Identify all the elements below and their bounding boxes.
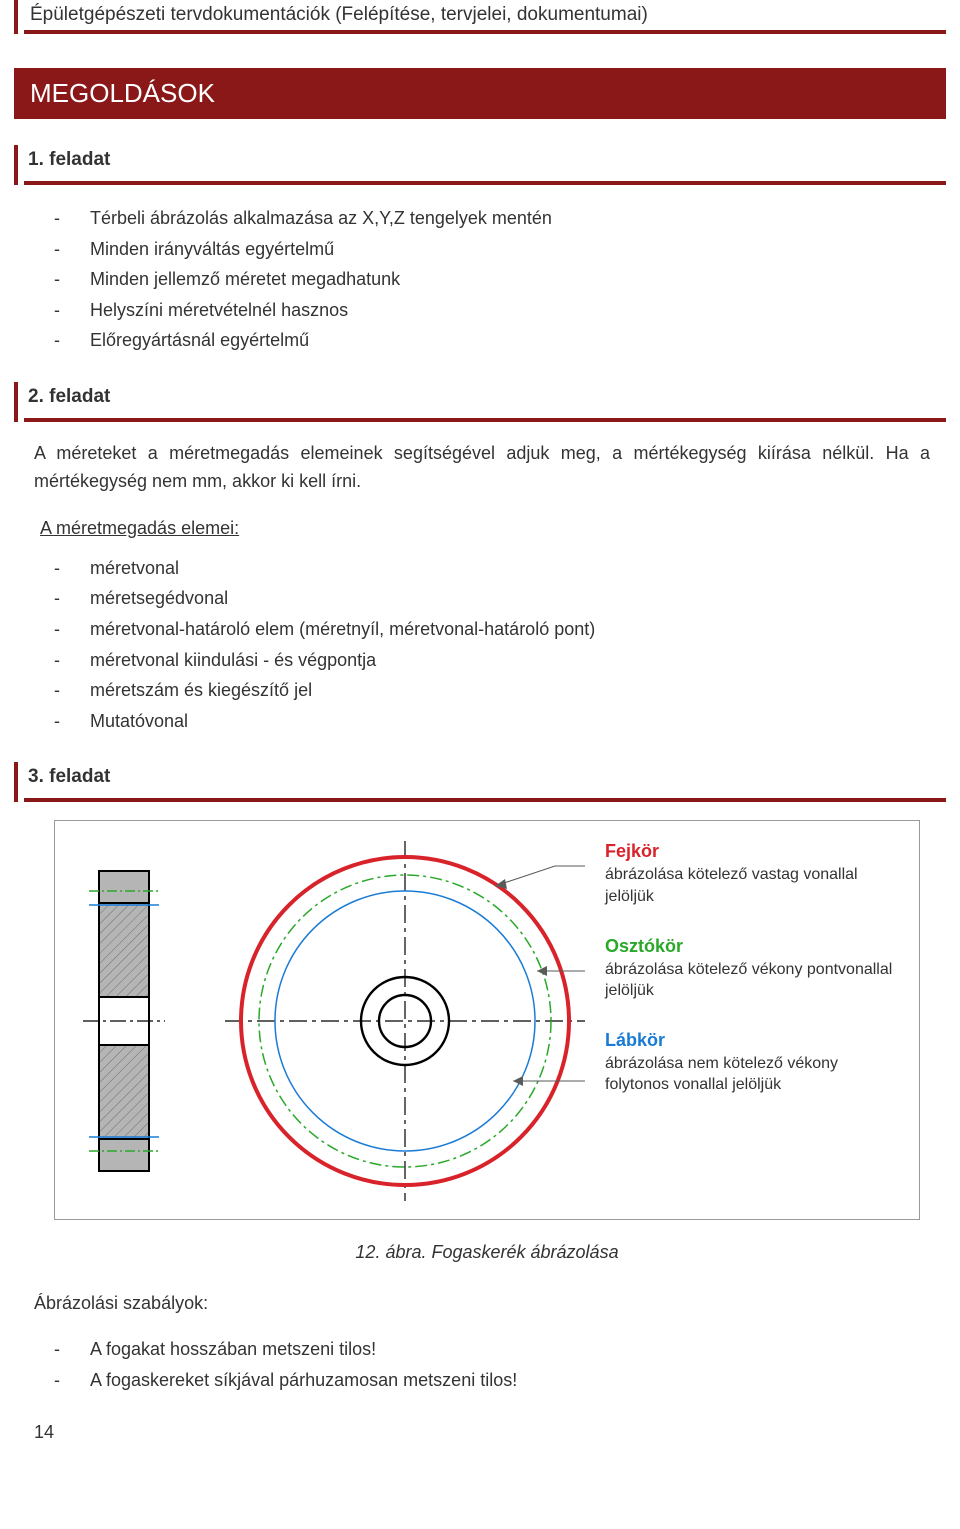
- gear-side-svg: [83, 861, 165, 1181]
- list-item: méretvonal-határoló elem (méretnyíl, mér…: [54, 614, 930, 645]
- task2-heading-wrap: 2. feladat: [14, 382, 946, 422]
- list-item: Mutatóvonal: [54, 706, 930, 737]
- annotation-title: Lábkör: [605, 1030, 905, 1051]
- gear-front-svg: [225, 841, 585, 1201]
- task1-heading-wrap: 1. feladat: [14, 145, 946, 185]
- doc-title: Épületgépészeti tervdokumentációk (Felép…: [24, 0, 946, 34]
- task2-heading: 2. feladat: [24, 382, 946, 422]
- list-item: méretvonal: [54, 553, 930, 584]
- annotation-title: Fejkör: [605, 841, 905, 862]
- annotation-osztokor: Osztókör ábrázolása kötelező vékony pont…: [605, 936, 905, 1002]
- list-item: Térbeli ábrázolás alkalmazása az X,Y,Z t…: [54, 203, 930, 234]
- list-item: Helyszíni méretvételnél hasznos: [54, 295, 930, 326]
- gear-side-view: [83, 861, 165, 1181]
- annotation-fejkor: Fejkör ábrázolása kötelező vastag vonall…: [605, 841, 905, 907]
- task2-list: méretvonal méretsegédvonal méretvonal-ha…: [14, 553, 960, 737]
- list-item: méretsegédvonal: [54, 583, 930, 614]
- annotation-text: ábrázolása kötelező vastag vonallal jelö…: [605, 864, 905, 907]
- task2-intro: A méreteket a méretmegadás elemeinek seg…: [14, 440, 960, 496]
- task1-list: Térbeli ábrázolás alkalmazása az X,Y,Z t…: [14, 203, 960, 356]
- list-item: A fogakat hosszában metszeni tilos!: [54, 1334, 930, 1365]
- list-item: méretvonal kiindulási - és végpontja: [54, 645, 930, 676]
- gear-figure-frame: Fejkör ábrázolása kötelező vastag vonall…: [54, 820, 920, 1220]
- annotation-text: ábrázolása kötelező vékony pontvonallal …: [605, 959, 905, 1002]
- rules-heading: Ábrázolási szabályok:: [14, 1293, 960, 1314]
- task1-heading: 1. feladat: [24, 145, 946, 185]
- list-item: A fogaskereket síkjával párhuzamosan met…: [54, 1365, 930, 1396]
- task3-heading-wrap: 3. feladat: [14, 762, 946, 802]
- rules-list: A fogakat hosszában metszeni tilos! A fo…: [14, 1334, 960, 1395]
- section-banner: MEGOLDÁSOK: [14, 68, 946, 119]
- task3-heading: 3. feladat: [24, 762, 946, 802]
- list-item: Minden jellemző méretet megadhatunk: [54, 264, 930, 295]
- gear-front-view: [225, 841, 585, 1201]
- gear-annotations: Fejkör ábrázolása kötelező vastag vonall…: [605, 841, 905, 1124]
- list-item: Minden irányváltás egyértelmű: [54, 234, 930, 265]
- page-number: 14: [14, 1422, 960, 1443]
- list-item: méretszám és kiegészítő jel: [54, 675, 930, 706]
- list-item: Előregyártásnál egyértelmű: [54, 325, 930, 356]
- figure-caption: 12. ábra. Fogaskerék ábrázolása: [14, 1242, 960, 1263]
- annotation-title: Osztókör: [605, 936, 905, 957]
- annotation-text: ábrázolása nem kötelező vékony folytonos…: [605, 1053, 905, 1096]
- task2-elements-heading: A méretmegadás elemei:: [14, 518, 960, 539]
- annotation-labkor: Lábkör ábrázolása nem kötelező vékony fo…: [605, 1030, 905, 1096]
